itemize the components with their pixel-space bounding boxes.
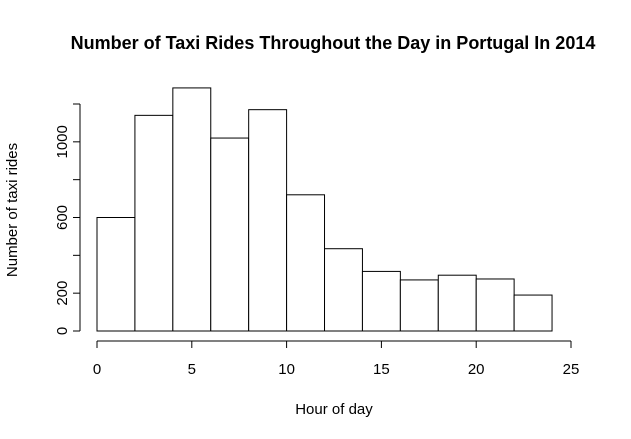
bar	[172, 87, 212, 332]
y-tick-label: 0	[54, 327, 71, 335]
x-tick-label: 5	[188, 361, 196, 378]
bar	[324, 248, 363, 332]
bar	[437, 274, 477, 332]
y-tick-label: 200	[54, 281, 71, 306]
x-tick-label: 15	[373, 361, 390, 378]
bar	[134, 114, 174, 332]
x-axis-label: Hour of day	[295, 401, 373, 418]
bar	[475, 278, 515, 332]
bar	[399, 279, 439, 332]
x-tick-label: 10	[278, 361, 295, 378]
bar	[286, 194, 326, 332]
bar	[361, 270, 401, 332]
x-tick-label: 20	[468, 361, 485, 378]
bar	[248, 109, 288, 332]
y-tick-label: 1000	[54, 125, 71, 158]
chart-title: Number of Taxi Rides Throughout the Day …	[71, 33, 596, 53]
y-axis-label: Number of taxi rides	[4, 143, 21, 277]
bar	[210, 137, 250, 332]
x-tick-label: 0	[93, 361, 101, 378]
y-tick-label: 600	[54, 205, 71, 230]
x-tick-label: 25	[563, 361, 580, 378]
bar	[96, 217, 136, 332]
bar	[513, 294, 553, 332]
